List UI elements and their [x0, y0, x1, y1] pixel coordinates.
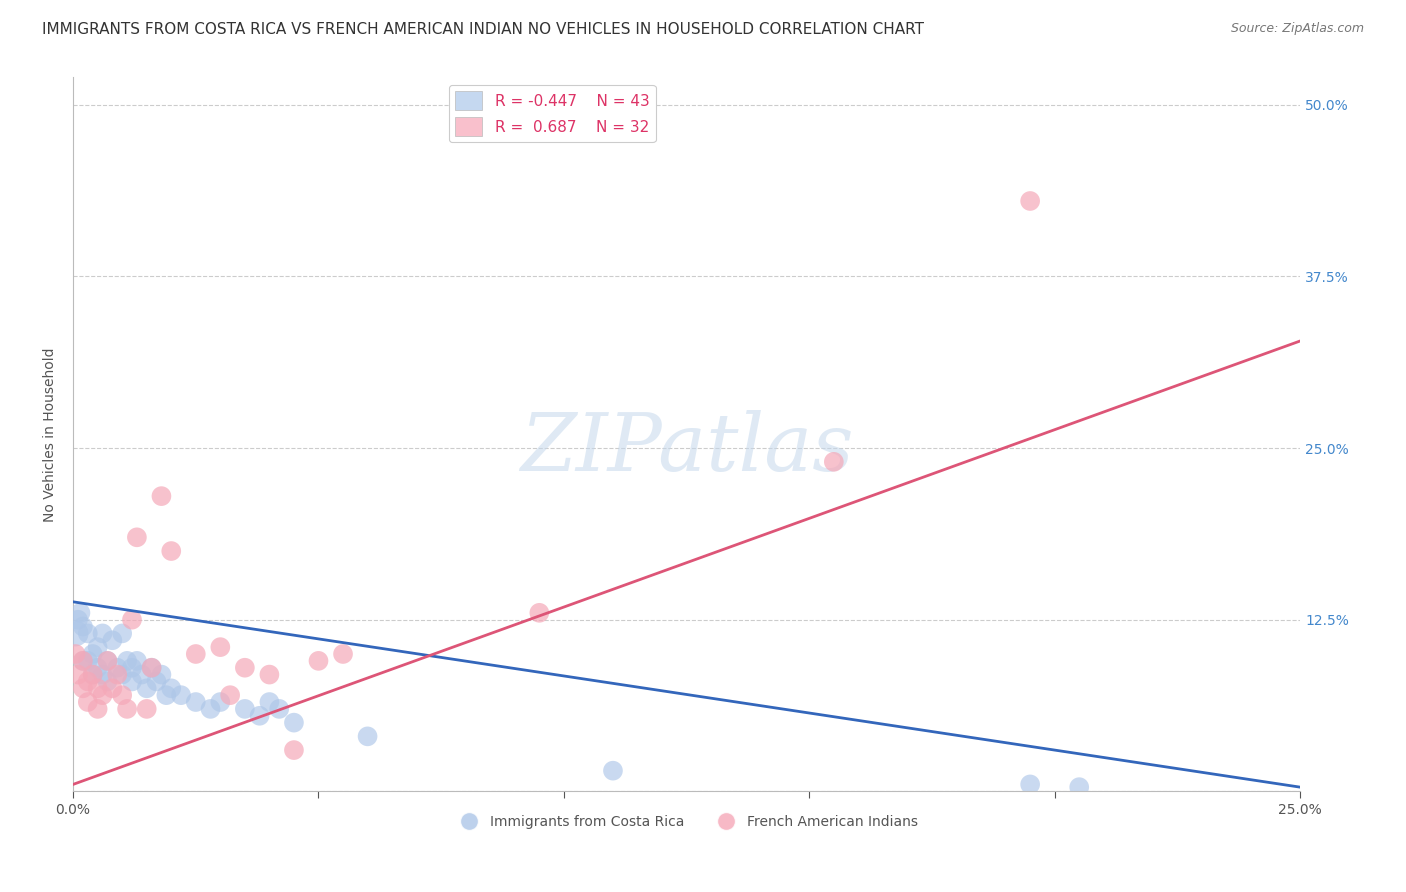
Point: [135, 681, 157, 696]
Point: [249, 708, 271, 723]
Point: [72, 654, 94, 668]
Point: [65, 647, 87, 661]
Point: [1069, 780, 1091, 794]
Point: [160, 544, 183, 558]
Point: [86, 702, 108, 716]
Point: [308, 654, 330, 668]
Point: [121, 674, 143, 689]
Point: [111, 626, 134, 640]
Point: [259, 695, 281, 709]
Point: [160, 681, 183, 696]
Point: [76, 654, 98, 668]
Point: [529, 606, 551, 620]
Point: [115, 702, 138, 716]
Point: [96, 674, 118, 689]
Point: [76, 674, 98, 689]
Text: Source: ZipAtlas.com: Source: ZipAtlas.com: [1230, 22, 1364, 36]
Point: [209, 695, 232, 709]
Legend: Immigrants from Costa Rica, French American Indians: Immigrants from Costa Rica, French Ameri…: [450, 809, 924, 834]
Point: [1019, 777, 1042, 791]
Point: [91, 667, 114, 681]
Point: [76, 695, 98, 709]
Point: [66, 613, 89, 627]
Point: [82, 667, 104, 681]
Point: [105, 661, 128, 675]
Point: [66, 667, 89, 681]
Point: [269, 702, 291, 716]
Point: [200, 702, 222, 716]
Point: [184, 647, 207, 661]
Point: [115, 654, 138, 668]
Point: [170, 688, 193, 702]
Point: [91, 626, 114, 640]
Point: [86, 681, 108, 696]
Point: [121, 661, 143, 675]
Point: [141, 661, 163, 675]
Point: [72, 681, 94, 696]
Point: [72, 654, 94, 668]
Point: [101, 681, 124, 696]
Point: [131, 667, 153, 681]
Point: [72, 619, 94, 633]
Point: [125, 530, 148, 544]
Point: [96, 654, 118, 668]
Point: [283, 715, 305, 730]
Point: [332, 647, 354, 661]
Point: [145, 674, 167, 689]
Point: [111, 667, 134, 681]
Point: [259, 667, 281, 681]
Point: [141, 661, 163, 675]
Point: [69, 606, 91, 620]
Point: [209, 640, 232, 654]
Point: [86, 661, 108, 675]
Point: [105, 667, 128, 681]
Point: [91, 688, 114, 702]
Point: [219, 688, 242, 702]
Point: [111, 688, 134, 702]
Point: [1019, 194, 1042, 208]
Point: [356, 730, 378, 744]
Point: [121, 613, 143, 627]
Point: [65, 626, 87, 640]
Point: [150, 667, 173, 681]
Y-axis label: No Vehicles in Household: No Vehicles in Household: [44, 347, 58, 522]
Point: [82, 647, 104, 661]
Point: [283, 743, 305, 757]
Point: [82, 667, 104, 681]
Text: ZIPatlas: ZIPatlas: [520, 410, 853, 487]
Point: [602, 764, 624, 778]
Point: [150, 489, 173, 503]
Point: [184, 695, 207, 709]
Text: IMMIGRANTS FROM COSTA RICA VS FRENCH AMERICAN INDIAN NO VEHICLES IN HOUSEHOLD CO: IMMIGRANTS FROM COSTA RICA VS FRENCH AME…: [42, 22, 924, 37]
Point: [823, 455, 845, 469]
Point: [86, 640, 108, 654]
Point: [233, 661, 256, 675]
Point: [101, 633, 124, 648]
Point: [135, 702, 157, 716]
Point: [155, 688, 177, 702]
Point: [96, 654, 118, 668]
Point: [125, 654, 148, 668]
Point: [76, 626, 98, 640]
Point: [233, 702, 256, 716]
